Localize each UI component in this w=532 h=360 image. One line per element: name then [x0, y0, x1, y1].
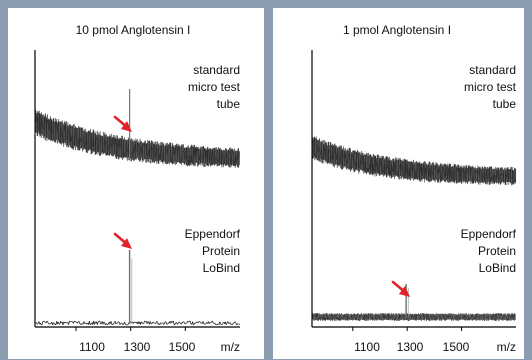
panel-right-x-tick-label-1500: 1500	[443, 340, 470, 354]
panel-left-bottom-arrow	[113, 232, 132, 249]
panel-right-title: 1 pmol Anglotensin I	[343, 23, 451, 37]
panel-left-top-label-line-3: tube	[217, 97, 241, 111]
panel-left-bottom-trace	[34, 250, 241, 326]
panel-right-x-axis-label: m/z	[497, 340, 516, 354]
panel-left-bottom-label-line-2: Protein	[202, 244, 240, 258]
panel-right-x-tick-label-1100: 1100	[354, 340, 380, 354]
panel-left-x-tick-label-1100: 1100	[79, 340, 105, 354]
panel-left-top-trace	[34, 89, 240, 168]
panel-left-x-axis-label: m/z	[221, 340, 240, 354]
panel-left-top-label-line-1: standard	[193, 63, 240, 77]
panel-left-x-tick-label-1300: 1300	[124, 340, 151, 354]
panel-left-background	[8, 8, 264, 359]
panel-left-bottom-label-line-3: LoBind	[203, 261, 240, 275]
panel-right-bottom-trace	[311, 284, 516, 322]
panel-left-tick-marks	[75, 327, 186, 331]
panel-right-top-label-line-3: tube	[493, 97, 517, 111]
panel-left-top-arrow	[113, 115, 132, 132]
panel-right-top-label-line-1: standard	[469, 63, 516, 77]
panel-left-bottom-label-line-1: Eppendorf	[185, 227, 241, 241]
panel-left-x-tick-label-1500: 1500	[169, 340, 196, 354]
panel-left-top-label-line-2: micro test	[188, 80, 241, 94]
panel-right-bottom-label-line-1: Eppendorf	[461, 227, 517, 241]
panel-right-x-tick-label-1300: 1300	[397, 340, 424, 354]
panel-right-bottom-label-line-2: Protein	[478, 244, 516, 258]
panel-right-bottom-label-line-3: LoBind	[479, 261, 516, 275]
panel-right-tick-marks	[352, 327, 463, 331]
panel-right: 1 pmol Anglotensin I standard micro test…	[311, 23, 517, 354]
panel-right-top-trace	[311, 136, 517, 186]
panel-right-background	[273, 8, 524, 359]
panel-left: 10 pmol Anglotensin I standard micro tes…	[34, 23, 241, 354]
panel-left-title: 10 pmol Anglotensin I	[76, 23, 191, 37]
panel-right-top-label-line-2: micro test	[464, 80, 517, 94]
panel-right-bottom-arrow	[391, 280, 410, 297]
